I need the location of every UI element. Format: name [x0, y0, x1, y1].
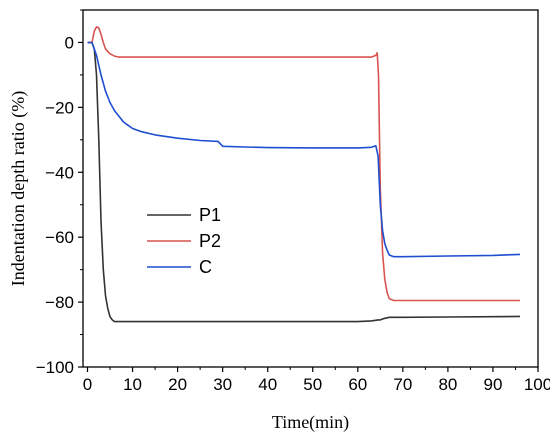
y-tick-label: 0 — [65, 33, 74, 52]
y-tick-label: −80 — [45, 293, 74, 312]
legend-label-p1: P1 — [199, 205, 221, 225]
series-line-p2 — [87, 26, 520, 302]
x-tick-label: 70 — [393, 375, 412, 394]
x-tick-label: 10 — [123, 375, 142, 394]
y-tick-label: −20 — [45, 98, 74, 117]
x-tick-label: 80 — [438, 375, 457, 394]
series-layer — [87, 26, 521, 323]
y-tick-label: −60 — [45, 228, 74, 247]
legend-label-c: C — [199, 257, 212, 277]
x-tick-label: 20 — [168, 375, 187, 394]
y-tick-label: −100 — [36, 358, 74, 377]
x-tick-label: 60 — [348, 375, 367, 394]
series-line-c — [87, 41, 521, 258]
legend-label-p2: P2 — [199, 231, 221, 251]
plot-frame — [82, 9, 539, 368]
x-axis-label: Time(min) — [272, 412, 349, 433]
x-tick-label: 90 — [483, 375, 502, 394]
y-tick-label: −40 — [45, 163, 74, 182]
y-axis-label: Indentation depth ratio (%) — [8, 91, 29, 286]
x-tick-label: 100 — [524, 375, 550, 394]
x-tick-label: 40 — [258, 375, 277, 394]
legend: P1 P2 C — [147, 205, 221, 277]
x-tick-label: 50 — [303, 375, 322, 394]
series-line-p1 — [87, 41, 521, 323]
y-axis-ticks: 0 −20 −40 −60 −80 −100 — [36, 9, 83, 377]
x-tick-label: 30 — [213, 375, 232, 394]
plot-border — [82, 9, 539, 368]
x-tick-label: 0 — [83, 375, 92, 394]
x-axis-ticks: 0 10 20 30 40 50 60 70 80 90 100 — [83, 367, 550, 394]
